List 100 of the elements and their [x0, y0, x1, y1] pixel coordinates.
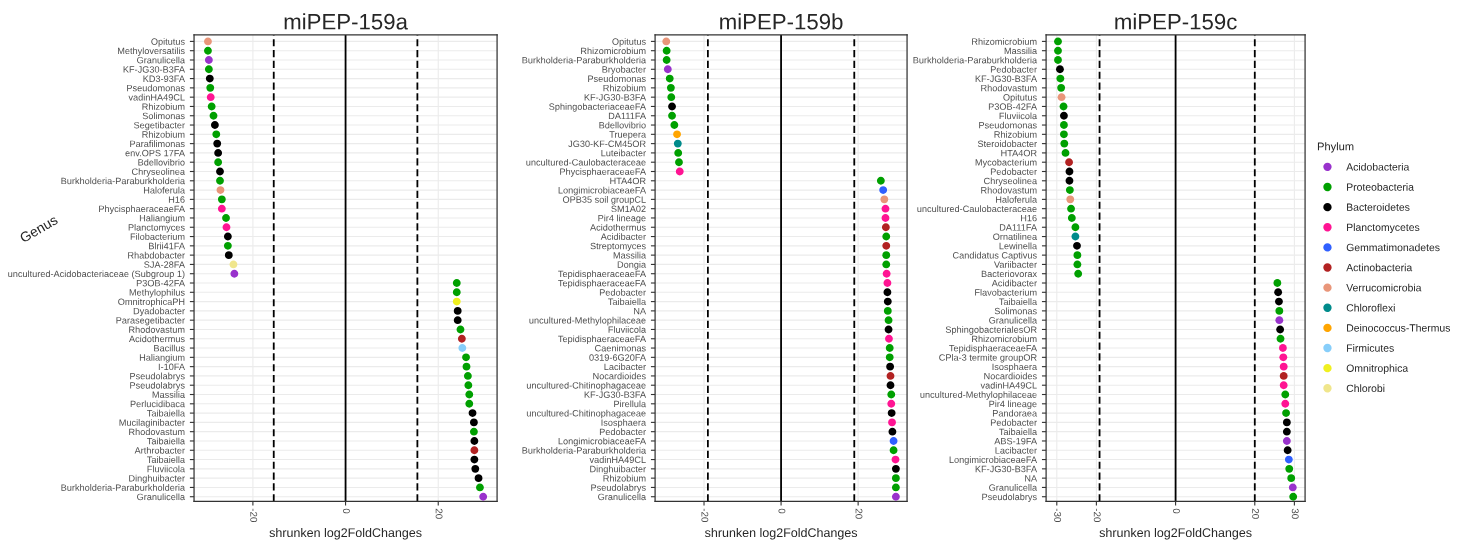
y-tick-label: Methyloversatilis [118, 47, 185, 56]
point [1284, 455, 1293, 464]
legend-label: Bacteroidetes [1347, 203, 1410, 211]
point [214, 148, 223, 157]
point [452, 279, 461, 287]
y-tick-label: Granulicella [989, 316, 1038, 324]
point [223, 232, 232, 241]
y-tick-label: Taibaiella [147, 456, 186, 463]
point [889, 446, 898, 455]
y-tick-label: Pedobacter [599, 428, 646, 436]
y-tick-label: Pseudomonas [588, 75, 646, 82]
point [1274, 288, 1283, 297]
point [1054, 46, 1062, 55]
point [204, 46, 212, 55]
y-tick-label: Burkholderia-Paraburkholderia [913, 56, 1038, 64]
y-tick-label: Fluviicola [608, 326, 647, 333]
legend-label: Omnitrophica [1346, 364, 1409, 374]
y-tick-label: Flavobacterium [975, 288, 1037, 296]
point [1054, 56, 1062, 64]
y-tick-label: uncultured-Chitinophagaceae [526, 409, 646, 419]
y-tick-label: Acidothermus [590, 223, 646, 231]
point [222, 214, 230, 222]
point [882, 269, 891, 278]
y-tick-label: CPla-3 termite groupOR [939, 354, 1037, 363]
y-tick-label: Taibaiella [999, 298, 1038, 305]
point [1281, 390, 1290, 399]
y-tick-label: uncultured-Methylophilaceae [529, 316, 646, 326]
point [470, 455, 479, 464]
point [881, 223, 890, 232]
y-tick-label: Burkholderia-Paraburkholderia [522, 56, 647, 64]
y-tick-label: 0319-6G20FA [589, 354, 647, 361]
y-tick-label: Granulicella [989, 484, 1038, 491]
y-tick-label: Steroidobacter [977, 140, 1037, 148]
y-tick-label: Nocardioides [984, 372, 1037, 380]
y-tick-label: Pedobacter [599, 288, 646, 296]
point [673, 139, 682, 148]
point [1279, 362, 1288, 371]
point [205, 74, 214, 83]
x-tick-label: -20 [1093, 508, 1101, 522]
point [1057, 93, 1066, 102]
point [469, 427, 478, 436]
y-tick-label: Pseudolabrys [591, 484, 646, 493]
y-tick-label: env.OPS 17FA [125, 149, 185, 157]
x-axis-title: shrunken log2FoldChanges [704, 527, 858, 540]
point [883, 297, 892, 306]
point [1287, 474, 1296, 483]
point [882, 260, 891, 269]
y-tick-label: Rhodovastum [981, 186, 1037, 194]
y-tick-label: uncultured-Chitinophagaceae [526, 381, 646, 391]
point [885, 353, 894, 362]
point [883, 279, 892, 287]
point [882, 251, 891, 260]
point [1065, 158, 1073, 167]
point [217, 195, 226, 204]
y-tick-label: Rhizomicrobium [972, 38, 1037, 45]
point [668, 111, 676, 120]
y-tick-label: LongimicrobiaceaeFA [558, 186, 647, 196]
y-tick-label: vadinHA49CL [128, 93, 185, 101]
point [204, 37, 212, 46]
point [1279, 353, 1288, 362]
x-tick-label: 30 [1291, 508, 1299, 519]
y-tick-label: Granulicella [137, 493, 186, 501]
point [465, 390, 474, 399]
y-tick-label: Parafilimonas [130, 140, 185, 148]
y-tick-label: KD3-93FA [143, 75, 185, 82]
y-tick-label: Pir4 lineage [598, 214, 646, 224]
legend-label: Planctomycetes [1347, 223, 1420, 234]
point [883, 288, 892, 297]
y-tick-label: DA111FA [608, 112, 647, 120]
point [662, 56, 671, 64]
y-tick-label: Nocardioides [593, 372, 646, 380]
point [1065, 176, 1074, 185]
point [204, 56, 213, 64]
y-tick-label: Bacillus [154, 344, 185, 352]
y-tick-label: OPB35 soil groupCL [562, 196, 646, 205]
point [885, 344, 894, 352]
point [1073, 241, 1081, 250]
y-tick-label: Massilia [613, 251, 647, 259]
point [881, 204, 890, 213]
y-tick-label: Variibacter [993, 261, 1037, 268]
y-tick-label: SJA-28FA [144, 261, 185, 268]
point [206, 83, 215, 92]
y-tick-label: Burkholderia-Paraburkholderia [61, 177, 186, 185]
y-tick-label: uncultured-Caulobacteraceae [917, 205, 1037, 213]
y-tick-label: Truepera [609, 131, 647, 140]
point [663, 65, 672, 74]
point [891, 455, 900, 464]
y-tick-label: Granulicella [137, 56, 186, 64]
y-tick-label: I-10FA [158, 363, 185, 371]
x-tick-label: 0 [778, 508, 786, 514]
y-tick-label: Parasegetibacter [116, 316, 185, 326]
y-tick-label: Dinghuibacter [129, 474, 185, 484]
y-tick-label: Massilia [152, 391, 186, 398]
point [229, 260, 238, 269]
point [1288, 483, 1297, 492]
y-tick-label: Arthrobacter [134, 446, 185, 454]
point [1275, 316, 1284, 325]
point [889, 437, 898, 445]
y-tick-label: NA [634, 307, 647, 315]
point [468, 409, 477, 418]
